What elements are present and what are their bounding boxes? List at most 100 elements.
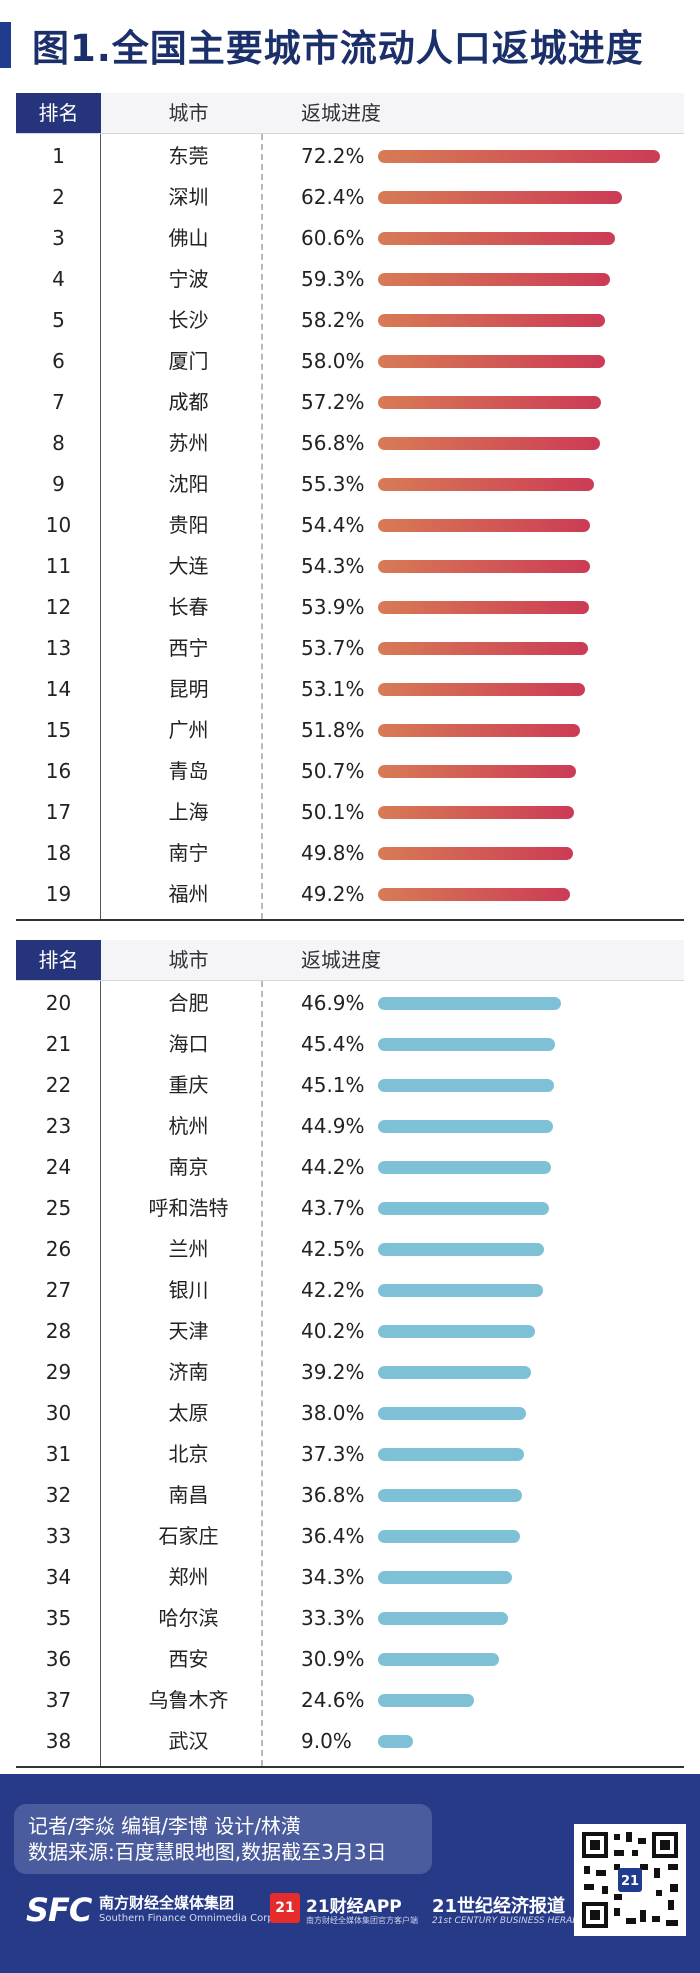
- progress-bar: [378, 683, 585, 696]
- city-cell: 贵阳: [168, 513, 209, 537]
- rank-cell: 4: [52, 267, 65, 291]
- rank-cell: 8: [52, 431, 65, 455]
- sfc-logo: SFC: [26, 1891, 92, 1929]
- progress-bar: [378, 1571, 512, 1584]
- table-row: 32 南昌 36.8%: [16, 1475, 684, 1516]
- rank-cell: 32: [45, 1483, 72, 1507]
- table-row: 37 乌鲁木齐 24.6%: [16, 1680, 684, 1721]
- data-label: 37.3%: [301, 1442, 365, 1466]
- city-cell: 杭州: [168, 1114, 209, 1138]
- data-label: 55.3%: [301, 472, 365, 496]
- rank-cell: 37: [45, 1688, 72, 1712]
- data-label: 45.4%: [301, 1032, 365, 1056]
- progress-bar: [378, 806, 574, 819]
- data-label: 44.2%: [301, 1155, 365, 1179]
- rank-cell: 26: [45, 1237, 72, 1261]
- table-bottom-rule: [16, 1766, 684, 1768]
- table-row: 20 合肥 46.9%: [16, 983, 684, 1024]
- org-name-cn: 南方财经全媒体集团: [99, 1894, 235, 1912]
- table-row: 22 重庆 45.1%: [16, 1065, 684, 1106]
- table-row: 4 宁波 59.3%: [16, 259, 684, 300]
- city-cell: 石家庄: [158, 1524, 219, 1548]
- city-cell: 长沙: [168, 308, 209, 332]
- table-row: 12 长春 53.9%: [16, 587, 684, 628]
- rank-cell: 5: [52, 308, 65, 332]
- progress-bar: [378, 1161, 551, 1174]
- progress-bar: [378, 478, 594, 491]
- table-row: 8 苏州 56.8%: [16, 423, 684, 464]
- table-row: 14 昆明 53.1%: [16, 669, 684, 710]
- data-label: 57.2%: [301, 390, 365, 414]
- city-cell: 武汉: [168, 1729, 209, 1753]
- rank-cell: 19: [45, 882, 72, 906]
- progress-bar: [378, 1325, 535, 1338]
- ranking-table-top: 排名 城市 返城进度 1 东莞 72.2% 2 深圳 62.4% 3 佛山 60.6% 4 宁波 59…: [16, 93, 684, 921]
- data-label: 34.3%: [301, 1565, 365, 1589]
- rank-cell: 17: [45, 800, 72, 824]
- app-name: 21财经APP: [306, 1897, 402, 1917]
- progress-bar: [378, 232, 615, 245]
- city-cell: 兰州: [168, 1237, 209, 1261]
- table-row: 31 北京 37.3%: [16, 1434, 684, 1475]
- header-city: 城市: [168, 101, 209, 125]
- data-label: 24.6%: [301, 1688, 365, 1712]
- data-label: 56.8%: [301, 431, 365, 455]
- progress-bar: [378, 1448, 524, 1461]
- table-row: 29 济南 39.2%: [16, 1352, 684, 1393]
- progress-bar: [378, 997, 561, 1010]
- table-body: 20 合肥 46.9% 21 海口 45.4% 22 重庆 45.1% 23 杭州 44.9% 24 南京…: [16, 981, 684, 1768]
- progress-bar: [378, 191, 622, 204]
- data-label: 46.9%: [301, 991, 365, 1015]
- progress-bar: [378, 1079, 554, 1092]
- data-label: 54.4%: [301, 513, 365, 537]
- rank-cell: 33: [45, 1524, 72, 1548]
- table-header: 排名 城市 返城进度: [16, 940, 684, 981]
- rank-cell: 22: [45, 1073, 72, 1097]
- table-row: 26 兰州 42.5%: [16, 1229, 684, 1270]
- svg-text:21: 21: [621, 1874, 639, 1889]
- rank-cell: 14: [45, 677, 72, 701]
- rank-cell: 28: [45, 1319, 72, 1343]
- city-cell: 哈尔滨: [158, 1606, 219, 1630]
- qr-code-icon[interactable]: 21: [574, 1824, 686, 1936]
- page-title: 图1.全国主要城市流动人口返城进度: [32, 27, 644, 70]
- progress-bar: [378, 560, 590, 573]
- data-label: 43.7%: [301, 1196, 365, 1220]
- data-label: 9.0%: [301, 1729, 352, 1753]
- data-label: 51.8%: [301, 718, 365, 742]
- city-cell: 西宁: [168, 636, 209, 660]
- data-label: 53.1%: [301, 677, 365, 701]
- table-row: 10 贵阳 54.4%: [16, 505, 684, 546]
- rank-cell: 6: [52, 349, 65, 373]
- app-logo-icon: 21: [270, 1893, 300, 1923]
- data-label: 50.7%: [301, 759, 365, 783]
- rank-divider: [100, 134, 101, 919]
- city-cell: 郑州: [168, 1565, 209, 1589]
- data-label: 54.3%: [301, 554, 365, 578]
- data-label: 50.1%: [301, 800, 365, 824]
- table-row: 27 银川 42.2%: [16, 1270, 684, 1311]
- rank-cell: 16: [45, 759, 72, 783]
- city-cell: 苏州: [168, 431, 209, 455]
- progress-bar: [378, 273, 610, 286]
- rank-cell: 10: [45, 513, 72, 537]
- city-cell: 福州: [168, 882, 209, 906]
- city-cell: 大连: [168, 554, 209, 578]
- data-label: 40.2%: [301, 1319, 365, 1343]
- table-row: 21 海口 45.4%: [16, 1024, 684, 1065]
- table-row: 9 沈阳 55.3%: [16, 464, 684, 505]
- data-label: 72.2%: [301, 144, 365, 168]
- rank-divider: [100, 981, 101, 1766]
- header-rank: 排名: [16, 93, 101, 133]
- city-cell: 海口: [168, 1032, 209, 1056]
- table-row: 1 东莞 72.2%: [16, 136, 684, 177]
- city-cell: 青岛: [168, 759, 209, 783]
- table-row: 28 天津 40.2%: [16, 1311, 684, 1352]
- progress-bar: [378, 1120, 553, 1133]
- city-cell: 上海: [168, 800, 209, 824]
- data-label: 30.9%: [301, 1647, 365, 1671]
- progress-bar: [378, 1489, 522, 1502]
- progress-bar: [378, 396, 601, 409]
- city-cell: 成都: [168, 390, 209, 414]
- header-city: 城市: [168, 948, 209, 972]
